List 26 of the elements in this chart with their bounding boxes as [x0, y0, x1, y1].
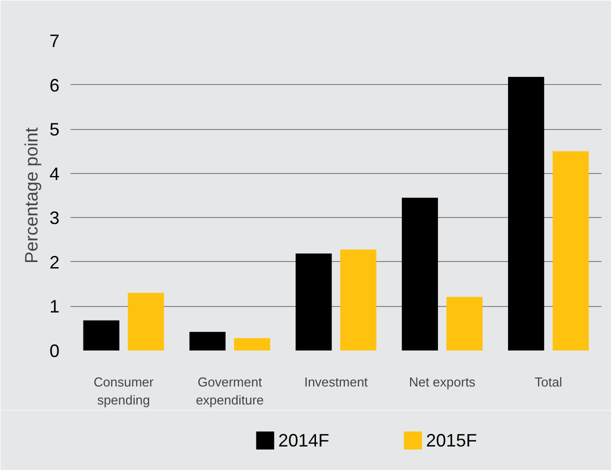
bar: [402, 198, 438, 350]
y-axis-title: Percentage point: [21, 127, 42, 264]
legend-label: 2014F: [278, 430, 330, 450]
bar: [552, 151, 589, 350]
bar: [83, 320, 120, 350]
bar: [234, 338, 270, 350]
legend-label: 2015F: [426, 430, 477, 450]
bar: [446, 296, 483, 350]
x-tick-label: Net exports: [408, 374, 476, 390]
y-tick-label: 7: [49, 31, 60, 51]
bar: [508, 76, 544, 350]
y-tick-label: 1: [49, 296, 60, 317]
y-tick-label: 0: [49, 341, 60, 361]
bar: [189, 332, 226, 350]
x-tick-label: Investment: [304, 374, 368, 390]
y-tick-label: 4: [49, 164, 60, 184]
bar: [296, 254, 332, 350]
x-tick-label: Total: [534, 374, 562, 390]
y-tick-label: 2: [49, 252, 60, 272]
bar: [128, 292, 164, 350]
bar: [340, 250, 376, 350]
y-tick-label: 6: [49, 75, 60, 96]
y-tick-label: 5: [49, 120, 60, 140]
x-tick-label: Consumer spending: [94, 374, 154, 408]
x-tick-label: Goverment expenditure: [196, 374, 264, 408]
y-tick-label: 3: [49, 208, 60, 228]
